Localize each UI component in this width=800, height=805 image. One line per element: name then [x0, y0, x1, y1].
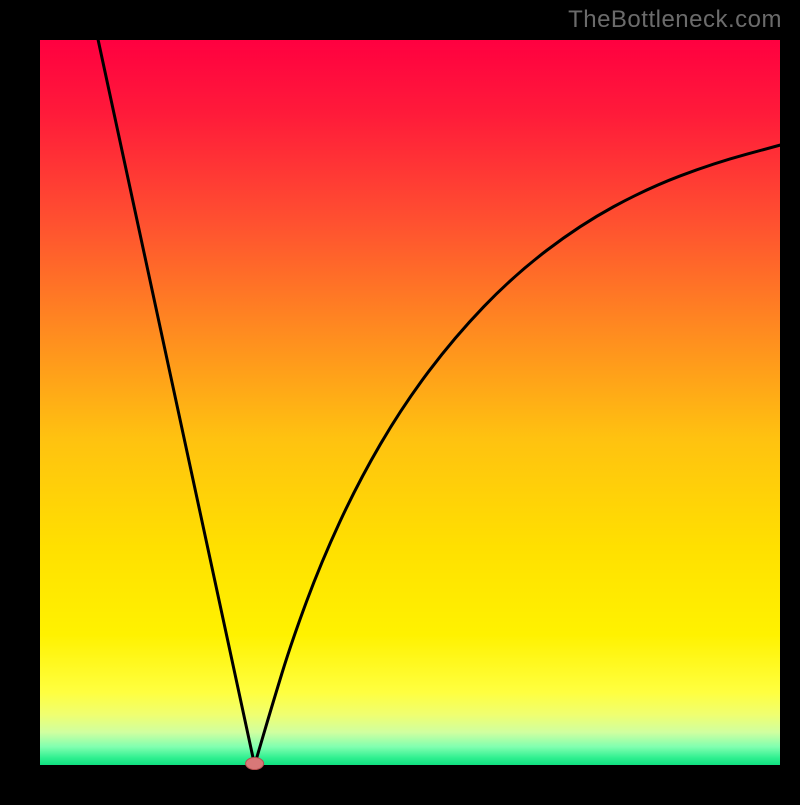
chart-container: [0, 0, 800, 800]
optimum-marker: [246, 758, 264, 770]
watermark-label: TheBottleneck.com: [568, 6, 782, 34]
bottleneck-curve-chart: [0, 0, 800, 800]
